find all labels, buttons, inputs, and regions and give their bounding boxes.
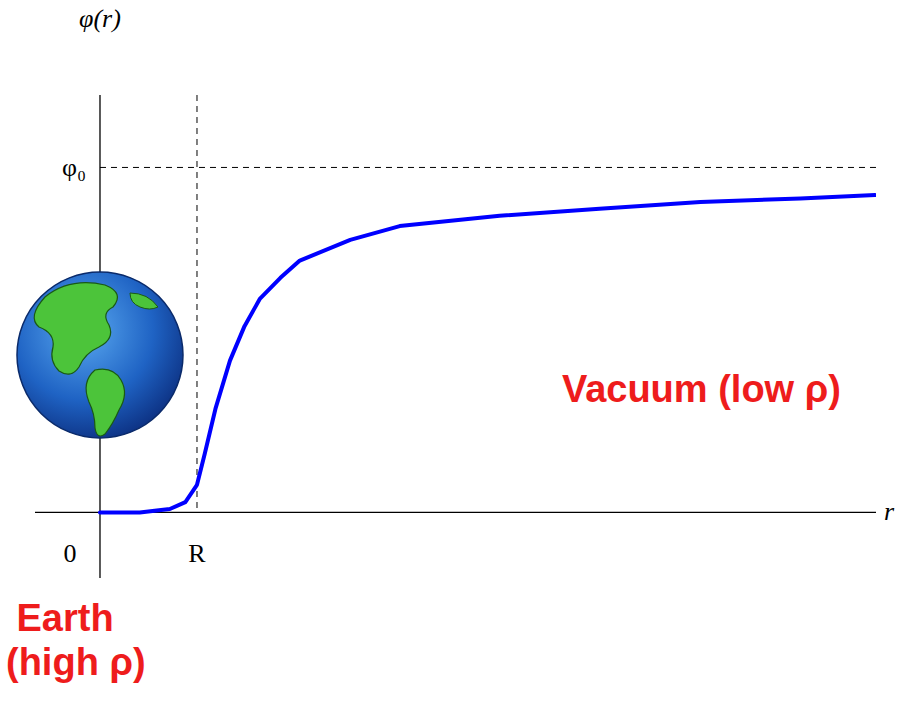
plot-area xyxy=(100,195,875,512)
y-tick-line xyxy=(100,167,876,168)
x-tick-line xyxy=(196,95,197,512)
annotation: Earth xyxy=(17,597,114,639)
y-axis-label: φ(r) xyxy=(79,4,121,33)
annotation: Vacuum (low ρ) xyxy=(562,368,841,410)
x-axis-label: r xyxy=(884,497,895,526)
y-tick-label: φ₀ xyxy=(62,153,86,182)
chart-svg: 0 Rφ₀ φ(r) r Vacuum (low ρ) Earth(high ρ) xyxy=(0,0,909,727)
earth-icon xyxy=(17,272,183,438)
x-tick-label: R xyxy=(188,539,206,568)
chart-container: 0 Rφ₀ φ(r) r Vacuum (low ρ) Earth(high ρ) xyxy=(0,0,909,727)
profile-line xyxy=(100,195,875,512)
x-tick-label: 0 xyxy=(63,539,76,568)
annotation: (high ρ) xyxy=(6,641,146,683)
